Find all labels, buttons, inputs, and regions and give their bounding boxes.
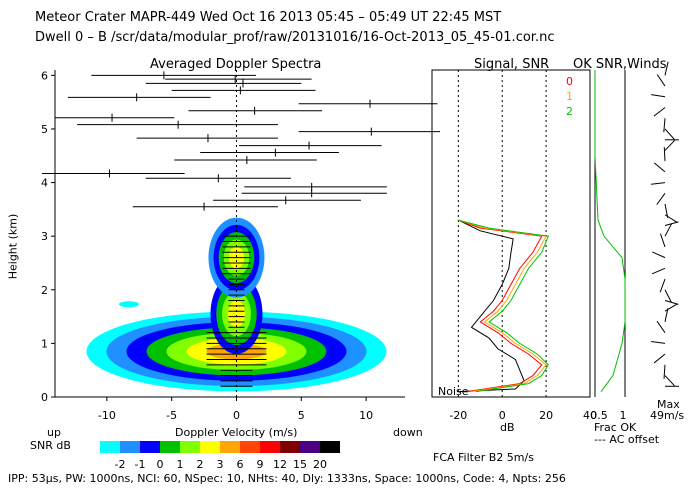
- snr-x-tick-40: 40: [583, 409, 597, 422]
- colorbar-tick-8: 12: [273, 458, 287, 471]
- colorbar-swatch-11: [320, 441, 340, 453]
- header-line-1: Meteor Crater MAPR-449 Wed Oct 16 2013 0…: [35, 10, 502, 25]
- x-tick-label-5: 5: [298, 409, 305, 422]
- x-axis-right-label: down: [393, 426, 423, 439]
- wind-arrow-9: [664, 289, 672, 303]
- x-tick-label--5: -5: [166, 409, 177, 422]
- wind-arrow-17: [664, 203, 669, 218]
- wind-arrow-19: [651, 182, 666, 185]
- snr-panel-title: Signal, SNR: [474, 57, 550, 72]
- header-line-2: Dwell 0 – B /scr/data/modular_prof/raw/2…: [35, 30, 555, 45]
- colorbar-tick-9: 15: [293, 458, 307, 471]
- noise-label: Noise: [438, 385, 469, 398]
- colorbar-label: SNR dB: [30, 439, 71, 452]
- colorbar-swatch-3: [160, 441, 180, 453]
- colorbar-tick-10: 20: [313, 458, 327, 471]
- wind-arrow-1: [664, 375, 675, 387]
- small-echo-layer-0: [118, 301, 139, 308]
- wind-arrow-25: [663, 118, 666, 133]
- neck-echo-layer-3: [227, 300, 246, 328]
- y-tick-label-2: 2: [41, 284, 48, 297]
- spectra-title: Averaged Doppler Spectra: [150, 57, 322, 72]
- wind-arrow-26: [653, 107, 666, 117]
- frac-ok-label: Frac OK: [594, 421, 637, 434]
- y-tick-label-1: 1: [41, 337, 48, 350]
- wind-arrow-5: [656, 320, 666, 333]
- wind-arrow-14: [664, 223, 673, 237]
- ac-offset-label: --- AC offset: [594, 433, 660, 446]
- colorbar-tick-2: 0: [157, 458, 164, 471]
- wind-arrow-22: [664, 139, 676, 151]
- x-axis-label: Doppler Velocity (m/s): [175, 426, 298, 439]
- snr-series-2: [458, 219, 550, 393]
- wind-arrow-12: [652, 251, 666, 259]
- colorbar-tick-0: -2: [115, 458, 126, 471]
- snr-x-label: dB: [500, 421, 515, 434]
- wind-arrow-2: [663, 364, 666, 379]
- x-axis-left-label: up: [47, 426, 61, 439]
- wind-arrow-4: [651, 340, 666, 344]
- x-tick-label-10: 10: [359, 409, 373, 422]
- colorbar-swatch-9: [280, 441, 300, 453]
- wind-arrow-20: [653, 162, 666, 173]
- y-tick-label-3: 3: [41, 230, 48, 243]
- x-tick-label-0: 0: [233, 409, 240, 422]
- wind-arrow-18: [656, 193, 666, 205]
- winds-panel-title: OK SNR,Winds: [573, 57, 667, 72]
- colorbar-swatch-1: [120, 441, 140, 453]
- wind-arrow-7: [664, 303, 678, 312]
- wind-arrow-3: [653, 353, 666, 364]
- colorbar-tick-3: 1: [177, 458, 184, 471]
- colorbar-tick-5: 3: [217, 458, 224, 471]
- max-label: Max: [657, 398, 680, 411]
- colorbar-swatch-10: [300, 441, 320, 453]
- snr-x-tick-20: 20: [539, 409, 553, 422]
- colorbar-swatch-5: [200, 441, 220, 453]
- snr-x-tick-0: 0: [499, 409, 506, 422]
- colorbar-swatch-7: [240, 441, 260, 453]
- snr-series-1: [458, 219, 547, 393]
- wind-arrow-24: [664, 128, 675, 140]
- wind-arrow-28: [656, 74, 666, 87]
- snr-series-signal: [458, 219, 525, 393]
- winds-x-tick-1: 1: [620, 409, 627, 422]
- winds-x-tick-0: 0.5: [590, 409, 608, 422]
- wind-arrow-6: [664, 308, 669, 323]
- snr-frame: [431, 69, 591, 398]
- colorbar-swatch-8: [260, 441, 280, 453]
- wind-arrow-10: [659, 278, 666, 293]
- wind-arrow-11: [651, 267, 666, 275]
- colorbar-tick-6: 6: [237, 458, 244, 471]
- wind-arrow-27: [651, 94, 666, 98]
- series-label-0: 0: [566, 75, 573, 88]
- y-tick-label-6: 6: [41, 69, 48, 82]
- wind-arrow-16: [664, 214, 678, 223]
- y-tick-label-0: 0: [41, 391, 48, 404]
- frac-ok-line: [594, 70, 626, 392]
- footer-params: IPP: 53μs, PW: 1000ns, NCI: 60, NSpec: 1…: [8, 472, 566, 485]
- x-tick-label--10: -10: [98, 409, 116, 422]
- series-label-2: 2: [566, 105, 573, 118]
- colorbar-swatch-6: [220, 441, 240, 453]
- wind-arrow-13: [659, 233, 666, 248]
- y-tick-label-4: 4: [41, 177, 48, 190]
- wind-arrow-29: [664, 61, 669, 76]
- colorbar-swatch-2: [140, 441, 160, 453]
- colorbar-tick-1: -1: [135, 458, 146, 471]
- snr-series-0: [458, 219, 543, 393]
- speed-label: 49m/s: [650, 409, 685, 422]
- y-tick-label-5: 5: [41, 123, 48, 136]
- snr-x-tick--20: -20: [449, 409, 467, 422]
- wind-arrow-21: [663, 147, 666, 162]
- wind-arrow-15: [664, 221, 679, 226]
- fca-label: FCA Filter B2 5m/s: [433, 451, 534, 464]
- wind-arrow-8: [664, 300, 679, 305]
- colorbar-swatch-4: [180, 441, 200, 453]
- series-label-1: 1: [566, 90, 573, 103]
- colorbar-tick-7: 9: [257, 458, 264, 471]
- colorbar-swatch-0: [100, 441, 120, 453]
- colorbar-tick-4: 2: [197, 458, 204, 471]
